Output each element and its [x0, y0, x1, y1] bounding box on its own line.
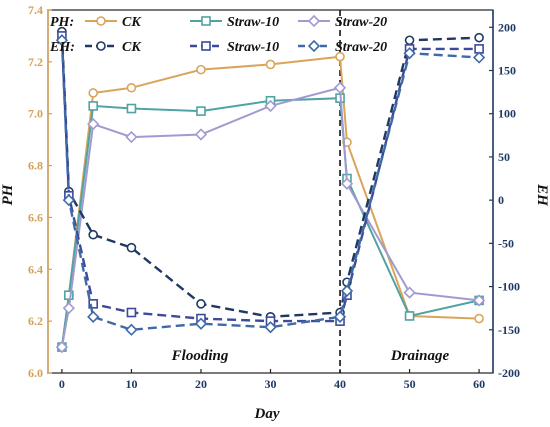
series-line-eh-ck — [60, 31, 480, 319]
legend-marker-eh-ck — [96, 41, 106, 51]
data-point-ph-ck — [265, 59, 276, 70]
annotation-flooding: Flooding — [171, 348, 229, 364]
series-eh-ck — [57, 26, 484, 322]
legend-marker-ph-ck — [96, 16, 106, 26]
legend-entry-ph-ck: CK — [122, 15, 142, 30]
left-tick-label: 6.4 — [28, 262, 43, 276]
x-tick-label: 10 — [125, 377, 137, 391]
series-eh-straw-10 — [57, 31, 484, 326]
series-line-ph-straw-20 — [60, 86, 480, 348]
legend-ph-label: PH: — [50, 15, 74, 30]
right-tick-label: -200 — [498, 366, 520, 380]
data-point-eh-ck — [88, 229, 98, 240]
legend-entry-eh-ck: CK — [122, 40, 142, 55]
data-point-ph-straw-20 — [62, 302, 75, 315]
left-tick-label: 7.2 — [28, 55, 43, 69]
right-tick-label: -100 — [498, 280, 520, 294]
data-point-ph-straw-20 — [125, 130, 138, 144]
axes-layer: 6.0 6.2 6.4 6.6 6.8 7.0 7.2 7.4 -200 -150 -100 -50 0… — [28, 3, 520, 391]
x-tick-label: 50 — [404, 377, 416, 391]
data-point-eh-straw-20 — [340, 284, 354, 298]
data-point-eh-straw-20 — [472, 51, 486, 64]
data-point-eh-straw-20 — [264, 321, 277, 334]
data-point-ph-straw-20 — [194, 128, 208, 141]
data-point-ph-straw-20 — [472, 294, 486, 307]
left-tick-label: 6.0 — [28, 366, 43, 380]
x-tick-label: 40 — [334, 377, 346, 391]
data-point-ph-straw-20 — [333, 81, 347, 94]
data-point-eh-straw-20 — [194, 317, 208, 330]
data-point-eh-straw-20 — [403, 47, 416, 60]
data-point-ph-straw-20 — [403, 286, 416, 299]
x-tick-label: 0 — [59, 377, 65, 391]
data-point-ph-straw-10 — [126, 103, 137, 114]
legend-marker-ph-straw-20 — [307, 14, 321, 28]
data-point-ph-ck — [88, 88, 98, 98]
left-tick-label: 7.4 — [28, 3, 43, 17]
data-point-ph-ck — [196, 64, 206, 75]
series-layer — [55, 26, 486, 354]
data-point-ph-straw-20 — [264, 99, 277, 113]
legend-entry-ph-straw-20: Straw-20 — [335, 15, 387, 30]
right-tick-label: 50 — [498, 150, 510, 164]
right-tick-label: 200 — [498, 20, 516, 34]
data-point-eh-straw-10 — [88, 299, 98, 309]
data-point-ph-ck — [126, 82, 137, 93]
left-tick-label: 6.2 — [28, 314, 43, 328]
data-point-eh-straw-10 — [126, 307, 137, 318]
data-point-ph-straw-10 — [64, 290, 74, 301]
data-point-eh-straw-20 — [125, 323, 138, 336]
right-tick-label: -150 — [498, 323, 520, 337]
data-point-ph-straw-20 — [340, 177, 354, 190]
x-tick-label: 60 — [473, 377, 485, 391]
right-axis-title: EH — [534, 183, 550, 207]
data-point-eh-ck — [474, 32, 484, 43]
series-eh-straw-20 — [55, 34, 486, 336]
series-ph-straw-20 — [55, 81, 486, 354]
series-line-eh-straw-10 — [60, 35, 480, 323]
legend-marker-eh-straw-20 — [307, 39, 321, 53]
annotation-drainage: Drainage — [390, 348, 450, 364]
left-tick-label: 6.8 — [28, 159, 43, 173]
data-point-eh-straw-20 — [62, 194, 75, 207]
data-point-ph-straw-10 — [404, 311, 415, 321]
right-tick-label: 150 — [498, 64, 516, 78]
legend-entry-ph-straw-10: Straw-10 — [227, 15, 279, 30]
series-line-ph-straw-10 — [60, 97, 480, 348]
left-axis-title: PH — [0, 183, 16, 205]
data-point-ph-ck — [474, 313, 484, 324]
data-point-eh-straw-20 — [55, 34, 69, 47]
legend-marker-eh-straw-10 — [201, 41, 211, 51]
data-point-eh-straw-20 — [333, 310, 347, 323]
legend-marker-ph-straw-10 — [201, 16, 211, 26]
data-point-ph-straw-10 — [88, 101, 98, 111]
data-point-ph-straw-20 — [87, 117, 100, 131]
series-line-eh-straw-20 — [60, 40, 480, 332]
data-point-eh-ck — [196, 299, 206, 309]
data-point-ph-ck — [335, 51, 345, 62]
right-tick-label: 100 — [498, 107, 516, 121]
x-tick-label: 30 — [265, 377, 277, 391]
right-tick-label: 0 — [498, 193, 504, 207]
x-tick-label: 20 — [195, 377, 207, 391]
left-tick-label: 6.6 — [28, 210, 43, 224]
data-point-ph-straw-20 — [55, 340, 69, 354]
left-tick-label: 7.0 — [28, 107, 43, 121]
legend: CK Straw-10 Straw-20 CK Straw-10 Straw-20 — [85, 14, 387, 55]
data-point-eh-ck — [126, 242, 137, 253]
legend-eh-label: EH: — [49, 40, 75, 55]
data-point-ph-straw-10 — [196, 106, 206, 116]
legend-entry-eh-straw-10: Straw-10 — [227, 40, 279, 55]
x-axis-title: Day — [254, 406, 280, 422]
legend-entry-eh-straw-20: Straw-20 — [335, 40, 387, 55]
data-point-eh-ck — [404, 35, 415, 46]
data-point-eh-straw-20 — [87, 310, 100, 323]
right-tick-label: -50 — [498, 236, 514, 250]
